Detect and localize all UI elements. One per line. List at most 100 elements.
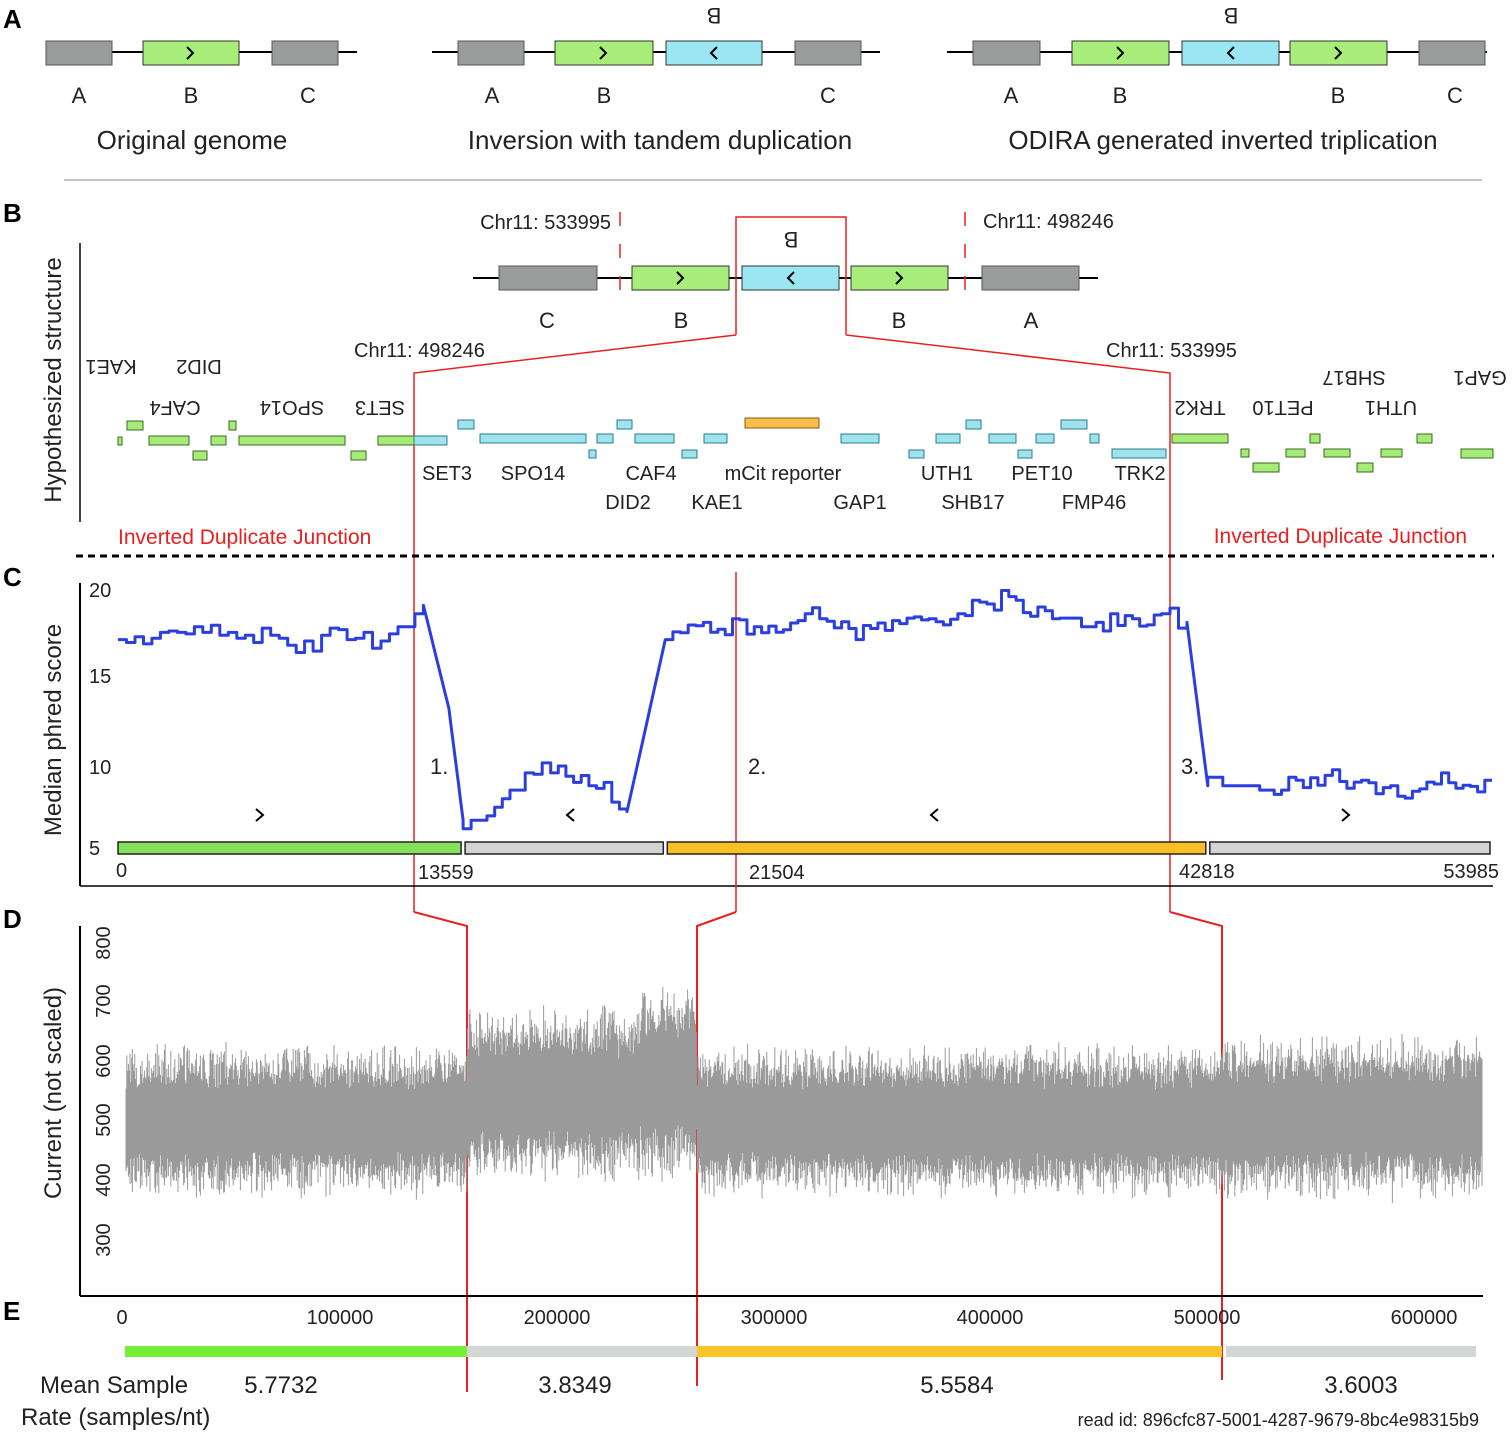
reverse-arrow-icon (565, 808, 575, 822)
gene-track-right (1171, 433, 1494, 473)
gene-track-left (117, 420, 415, 461)
gene-block-c (271, 40, 339, 66)
region-label: 1. (430, 754, 448, 779)
gene-block-b (554, 40, 654, 66)
breakpoint-label: Chr11: 533995 (480, 212, 611, 234)
panel-b: Hypothesized structure B C B B A Chr11: … (40, 211, 1507, 912)
gene-name-flipped: SPO14 (260, 396, 324, 418)
gene-label: C (1447, 83, 1463, 108)
forward-arrow-icon (599, 46, 608, 60)
phred-ytick: 20 (89, 580, 111, 602)
gene-block-b (850, 265, 949, 291)
gene-block-a (457, 40, 525, 66)
gene-name: TRK2 (1114, 463, 1165, 485)
gene-block-a (972, 40, 1041, 66)
forward-arrow-icon (1334, 46, 1343, 60)
current-ytick: 600 (93, 1044, 115, 1077)
panel-a: A B C Original genome B A B C Inversion … (45, 3, 1487, 155)
gene-block-b (1071, 40, 1170, 66)
gene-block-c (1418, 40, 1486, 66)
gene-name-flipped: DID2 (176, 355, 222, 377)
current-ytick: 800 (93, 926, 115, 959)
segment-tick: 0 (116, 860, 127, 882)
diagram-inversion-duplication: B A B C Inversion with tandem duplicatio… (432, 3, 880, 155)
gene-name: mCit reporter (725, 463, 842, 485)
gene-label: A (72, 83, 87, 108)
gene-block-b-inverted (665, 40, 763, 66)
current-ytick: 300 (93, 1223, 115, 1256)
segment-tick: 53985 (1443, 861, 1499, 883)
gene-track-middle (413, 417, 1167, 459)
inverted-gene-label: B (707, 3, 722, 28)
gene-name-flipped: TRK2 (1174, 396, 1225, 418)
diagram-caption: ODIRA generated inverted triplication (1008, 125, 1437, 155)
inverted-gene-label: B (784, 227, 799, 252)
gene-name-flipped: CAF4 (149, 396, 200, 418)
junction-label-left: Inverted Duplicate Junction (118, 526, 371, 549)
current-ytick: 700 (93, 984, 115, 1017)
current-xtick: 300000 (741, 1307, 808, 1329)
current-xtick: 500000 (1174, 1307, 1241, 1329)
zoom-line (1169, 911, 1223, 1380)
junction-label-right: Inverted Duplicate Junction (1214, 525, 1467, 548)
panel-letter-d: D (3, 904, 22, 934)
panel-b-ylabel: Hypothesized structure (40, 257, 67, 502)
gene-block-c (794, 40, 862, 66)
gene-name: GAP1 (833, 492, 886, 514)
gene-block-b (142, 40, 240, 66)
rate-bar-orange (697, 1346, 1222, 1357)
current-ytick: 500 (93, 1103, 115, 1136)
region-label: 2. (748, 754, 766, 779)
gene-name: UTH1 (921, 463, 973, 485)
reverse-arrow-icon (709, 46, 718, 60)
gene-name-flipped: UTH1 (1365, 396, 1417, 418)
rate-bar-gray (1226, 1346, 1476, 1357)
segment-bar (1209, 841, 1491, 855)
current-xtick: 600000 (1391, 1307, 1458, 1329)
rate-bar-gray (467, 1346, 697, 1357)
gene-name: PET10 (1011, 463, 1072, 485)
forward-arrow-icon (895, 271, 904, 285)
forward-arrow-icon (676, 271, 685, 285)
current-ylabel: Current (not scaled) (40, 987, 67, 1199)
forward-arrow-icon (1116, 46, 1125, 60)
current-signal-trace (125, 987, 1483, 1204)
rate-label-line1: Mean Sample (40, 1372, 188, 1399)
reverse-arrow-icon (1226, 46, 1235, 60)
diagram-caption: Original genome (97, 125, 288, 155)
current-xtick: 100000 (307, 1307, 374, 1329)
rate-value: 3.8349 (538, 1372, 611, 1399)
segment-bar (464, 841, 665, 855)
phred-score-line (118, 589, 1492, 831)
reverse-arrow-icon (929, 808, 939, 822)
read-id: read id: 896cfc87-5001-4287-9679-8bc4e98… (1078, 1410, 1479, 1430)
gene-name-flipped: KAE1 (85, 355, 136, 377)
rate-value: 5.7732 (244, 1372, 317, 1399)
zoom-line (413, 911, 468, 1392)
diagram-original-genome: A B C Original genome (45, 40, 357, 155)
segment-bars (117, 841, 1491, 855)
gene-label: B (597, 83, 612, 108)
gene-label: B (184, 83, 199, 108)
forward-arrow-icon (186, 46, 195, 60)
breakpoint-label: Chr11: 498246 (983, 211, 1114, 233)
current-ytick: 400 (93, 1163, 115, 1196)
signal-path (125, 987, 1483, 1204)
panel-e: Mean Sample Rate (samples/nt) 5.7732 3.8… (21, 1346, 1479, 1431)
gene-block-a (45, 40, 113, 66)
rate-value: 5.5584 (920, 1372, 993, 1399)
forward-arrow-icon (255, 808, 265, 822)
segment-tick: 13559 (418, 862, 474, 884)
gene-name-flipped: SET3 (355, 396, 405, 418)
gene-name: SHB17 (941, 492, 1004, 514)
gene-name: SPO14 (501, 463, 565, 485)
segment-tick: 21504 (749, 862, 805, 884)
zoom-box (735, 216, 847, 335)
breakpoint-label: Chr11: 533995 (1106, 340, 1237, 362)
gene-block-b-inverted (1181, 40, 1280, 66)
breakpoint-label: Chr11: 498246 (354, 340, 485, 362)
gene-label: B (1331, 83, 1346, 108)
gene-block-b (631, 265, 730, 291)
inverted-gene-label: B (1224, 3, 1239, 28)
segment-bar (666, 841, 1207, 855)
